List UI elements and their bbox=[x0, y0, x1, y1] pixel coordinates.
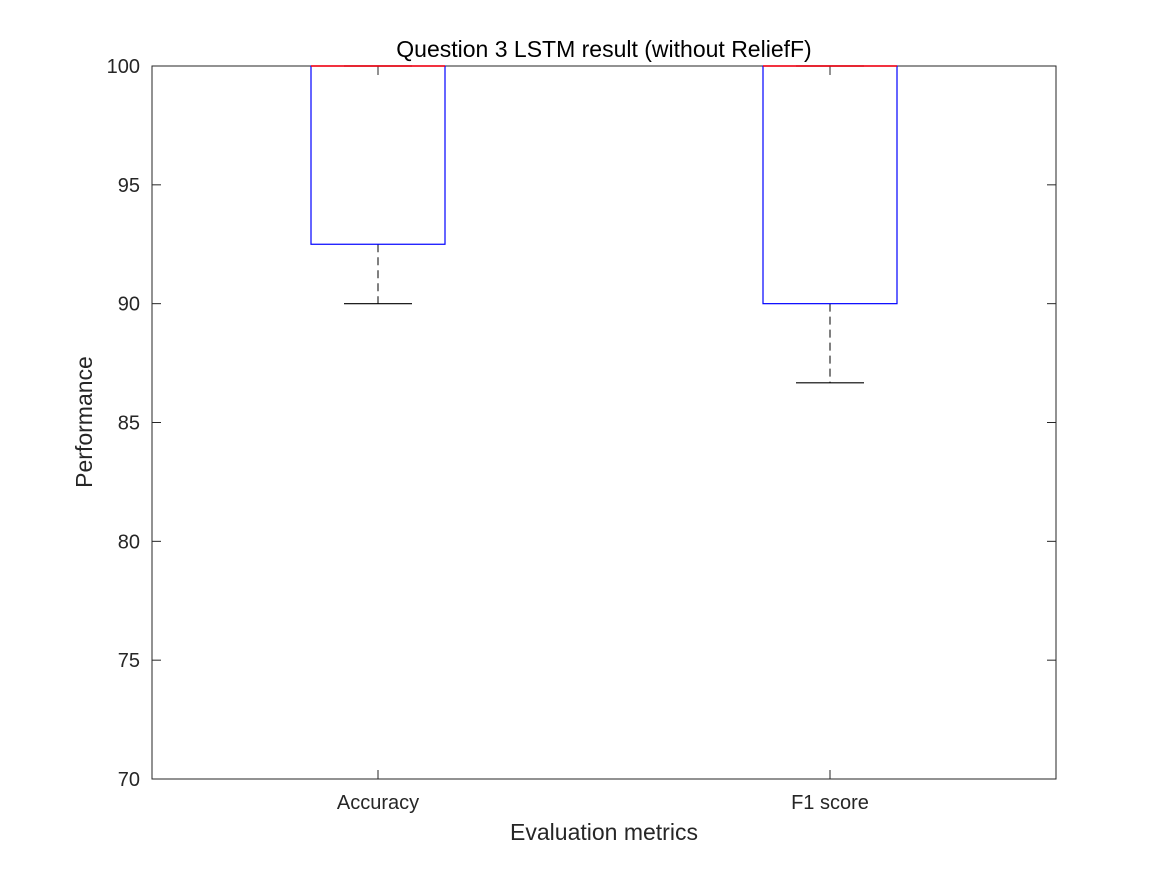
chart-title: Question 3 LSTM result (without ReliefF) bbox=[396, 36, 811, 62]
y-tick-label: 85 bbox=[118, 413, 140, 435]
box-f1-score bbox=[762, 65, 898, 305]
y-tick-label: 80 bbox=[118, 531, 140, 553]
y-tick-label: 75 bbox=[118, 650, 140, 672]
y-tick-label: 95 bbox=[118, 175, 140, 197]
y-tick-label: 90 bbox=[118, 294, 140, 316]
y-tick-label: 70 bbox=[118, 769, 140, 791]
y-tick-label: 100 bbox=[107, 56, 140, 78]
plot-area: 70 75 80 85 90 95 100 Accuracy F1 score bbox=[107, 56, 1057, 814]
x-axis-label: Evaluation metrics bbox=[510, 819, 698, 845]
box-accuracy bbox=[310, 65, 446, 245]
axes-frame bbox=[151, 65, 1057, 780]
y-axis-label: Performance bbox=[71, 356, 97, 488]
x-tick-label: Accuracy bbox=[337, 792, 419, 814]
x-tick-label: F1 score bbox=[791, 792, 869, 814]
